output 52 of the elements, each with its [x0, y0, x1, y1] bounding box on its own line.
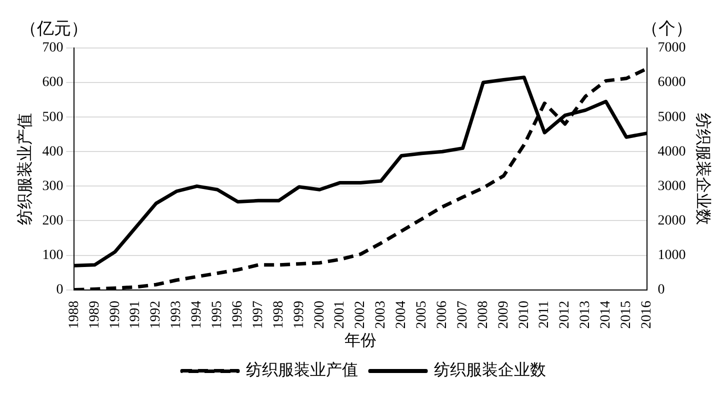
x-tick-label: 1989: [87, 300, 102, 329]
y2-tick-label: 3000: [658, 178, 686, 194]
x-tick-label: 2012: [558, 300, 573, 329]
x-tick-label: 2014: [598, 300, 614, 329]
x-tick-label: 1999: [292, 300, 307, 329]
y2-tick-label: 6000: [658, 75, 686, 90]
x-tick-label: 2016: [639, 300, 654, 329]
x-tick-label: 1988: [66, 300, 82, 329]
x-tick-label: 1991: [128, 300, 144, 329]
y-tick-label: 700: [42, 40, 64, 56]
x-tick-label: 2006: [434, 300, 450, 329]
x-tick-label: 1997: [250, 300, 266, 329]
x-tick-label: 2004: [394, 300, 410, 329]
x-tick-label: 2007: [455, 300, 470, 329]
x-tick-label: 2015: [619, 300, 634, 329]
y-tick-label: 0: [56, 282, 64, 298]
x-tick-label: 2013: [578, 300, 594, 329]
x-tick-label: 1998: [271, 300, 286, 329]
y2-tick-label: 5000: [658, 110, 686, 125]
x-tick-label: 1996: [230, 300, 246, 329]
x-tick-label: 1992: [148, 300, 164, 329]
y-axis-title: 纺织服装业产值: [16, 112, 34, 225]
legend-label: 纺织服装企业数: [434, 361, 546, 380]
y-tick-label: 100: [42, 248, 64, 263]
x-tick-label: 2005: [414, 300, 430, 329]
text: （亿元）: [20, 18, 88, 38]
y-tick-label: 400: [42, 144, 64, 160]
y2-tick-label: 2000: [658, 213, 686, 228]
y2-tick-label: 4000: [658, 144, 686, 160]
y-tick-label: 500: [42, 110, 64, 125]
y2-tick-label: 1000: [658, 248, 686, 263]
x-tick-label: 2010: [516, 300, 532, 329]
y-tick-label: 200: [42, 213, 64, 228]
x-tick-label: 2011: [537, 300, 552, 328]
x-tick-label: 1995: [210, 300, 226, 329]
x-tick-label: 2003: [374, 300, 389, 329]
x-tick-label: 2002: [353, 300, 368, 329]
x-tick-label: 1994: [190, 300, 205, 329]
y-tick-label: 600: [42, 75, 64, 90]
x-tick-label: 2000: [312, 300, 328, 329]
x-tick-label: 2001: [332, 300, 348, 329]
x-tick-label: 2009: [496, 300, 512, 329]
y2-tick-label: 7000: [658, 40, 686, 56]
legend-label: 纺织服装业产值: [246, 361, 358, 380]
y2-tick-label: 0: [658, 282, 665, 298]
x-tick-label: 2008: [476, 300, 491, 329]
text: （个）: [641, 18, 692, 38]
x-tick-label: 1993: [169, 300, 184, 329]
y-tick-label: 300: [42, 178, 64, 194]
y2-axis-title: 纺织服装企业数: [694, 112, 712, 225]
x-tick-label: 1990: [108, 300, 123, 329]
x-axis-title: 年份: [344, 332, 376, 350]
